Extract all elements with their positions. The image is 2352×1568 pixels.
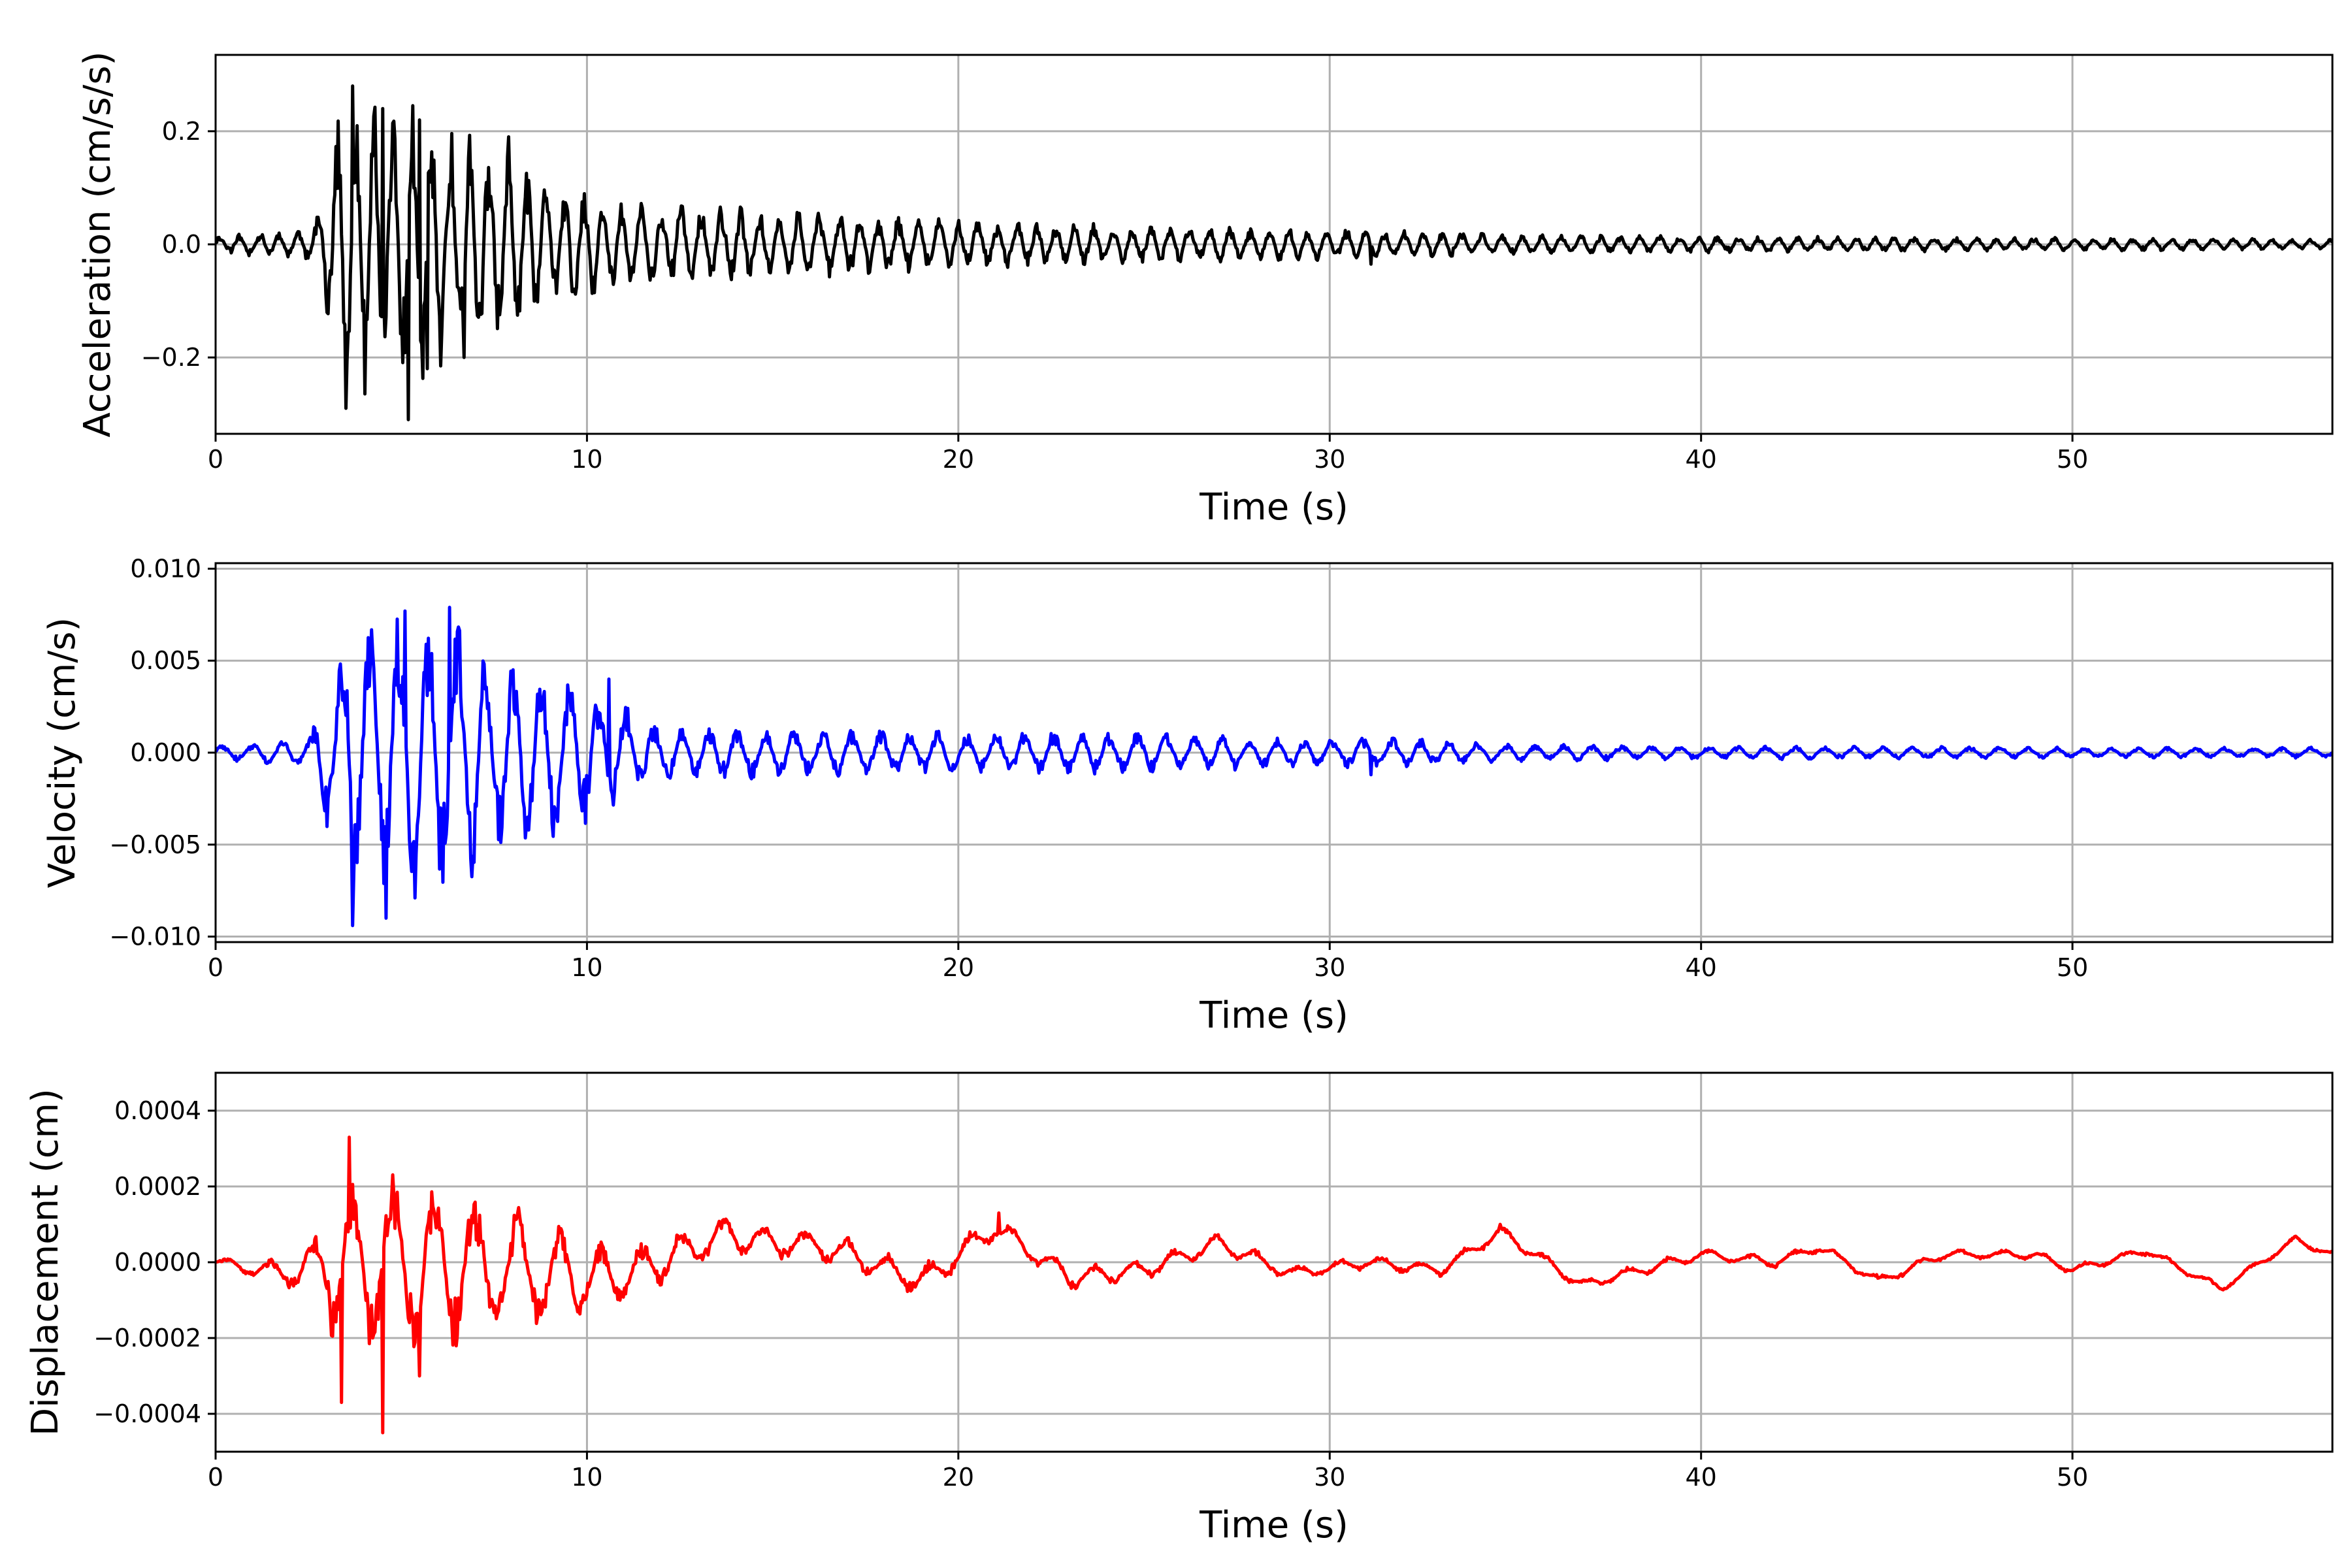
- velocity-y-axis-label: Velocity (cm/s): [41, 617, 84, 889]
- velocity-y-tick-label: 0.000: [130, 738, 201, 767]
- velocity-ticks: 0 10 20 30 40 50 −0.010 −0.005 0.000 0.005 0.010: [109, 554, 2088, 982]
- displacement-grid: [214, 1073, 2332, 1452]
- acceleration-y-tick-label: −0.2: [141, 343, 201, 372]
- acceleration-panel: 0 10 20 30 40 50 −0.2 0.0 0.2 Time (s) Accelerat…: [76, 52, 2334, 529]
- acceleration-x-tick-label: 50: [2057, 445, 2088, 474]
- velocity-y-tick-label: −0.005: [109, 830, 201, 859]
- acceleration-ticks: 0 10 20 30 40 50 −0.2 0.0 0.2: [141, 117, 2089, 474]
- velocity-x-tick-label: 0: [208, 953, 223, 982]
- displacement-panel: 0 10 20 30 40 50 −0.0004 −0.0002 0.0000 0.0002 0.0…: [24, 1071, 2334, 1546]
- acceleration-y-tick-label: 0.2: [162, 117, 201, 146]
- displacement-x-tick-label: 20: [943, 1463, 974, 1492]
- displacement-plot-area: [215, 1135, 2334, 1435]
- acceleration-x-tick-label: 0: [208, 445, 223, 474]
- velocity-x-tick-label: 20: [943, 953, 974, 982]
- displacement-ticks: 0 10 20 30 40 50 −0.0004 −0.0002 0.0000 0.0002 0.0…: [93, 1096, 2088, 1492]
- velocity-plot-area: [214, 606, 2334, 928]
- acceleration-grid: [214, 55, 2332, 434]
- acceleration-plot-area: [214, 84, 2333, 421]
- displacement-x-tick-label: 10: [571, 1463, 602, 1492]
- acceleration-x-tick-label: 30: [1314, 445, 1345, 474]
- velocity-y-tick-label: 0.005: [130, 646, 201, 675]
- acceleration-series-line: [214, 84, 2333, 421]
- acceleration-x-axis-label: Time (s): [1199, 486, 1348, 529]
- velocity-y-tick-label: 0.010: [130, 554, 201, 583]
- velocity-x-axis-label: Time (s): [1199, 994, 1348, 1037]
- displacement-x-axis-label: Time (s): [1199, 1504, 1348, 1546]
- velocity-x-tick-label: 50: [2057, 953, 2088, 982]
- displacement-x-tick-label: 40: [1686, 1463, 1717, 1492]
- acceleration-y-axis-label: Acceleration (cm/s/s): [76, 52, 119, 438]
- displacement-y-tick-label: 0.0000: [114, 1248, 201, 1277]
- displacement-y-tick-label: −0.0002: [93, 1324, 201, 1352]
- acceleration-x-tick-label: 10: [571, 445, 602, 474]
- acceleration-y-tick-label: 0.0: [162, 230, 201, 259]
- displacement-series-line: [215, 1135, 2334, 1435]
- displacement-y-tick-label: 0.0002: [114, 1172, 201, 1201]
- velocity-x-tick-label: 40: [1686, 953, 1717, 982]
- acceleration-x-tick-label: 40: [1686, 445, 1717, 474]
- velocity-panel: 0 10 20 30 40 50 −0.010 −0.005 0.000 0.005 0.010 T…: [41, 554, 2334, 1037]
- displacement-x-tick-label: 50: [2057, 1463, 2088, 1492]
- velocity-x-tick-label: 30: [1314, 953, 1345, 982]
- displacement-y-tick-label: −0.0004: [93, 1399, 201, 1428]
- displacement-x-tick-label: 0: [208, 1463, 223, 1492]
- velocity-series-line: [214, 606, 2334, 928]
- acceleration-x-tick-label: 20: [943, 445, 974, 474]
- velocity-x-tick-label: 10: [571, 953, 602, 982]
- displacement-y-axis-label: Displacement (cm): [24, 1088, 67, 1436]
- displacement-x-tick-label: 30: [1314, 1463, 1345, 1492]
- velocity-y-tick-label: −0.010: [109, 923, 201, 951]
- displacement-y-tick-label: 0.0004: [114, 1096, 201, 1125]
